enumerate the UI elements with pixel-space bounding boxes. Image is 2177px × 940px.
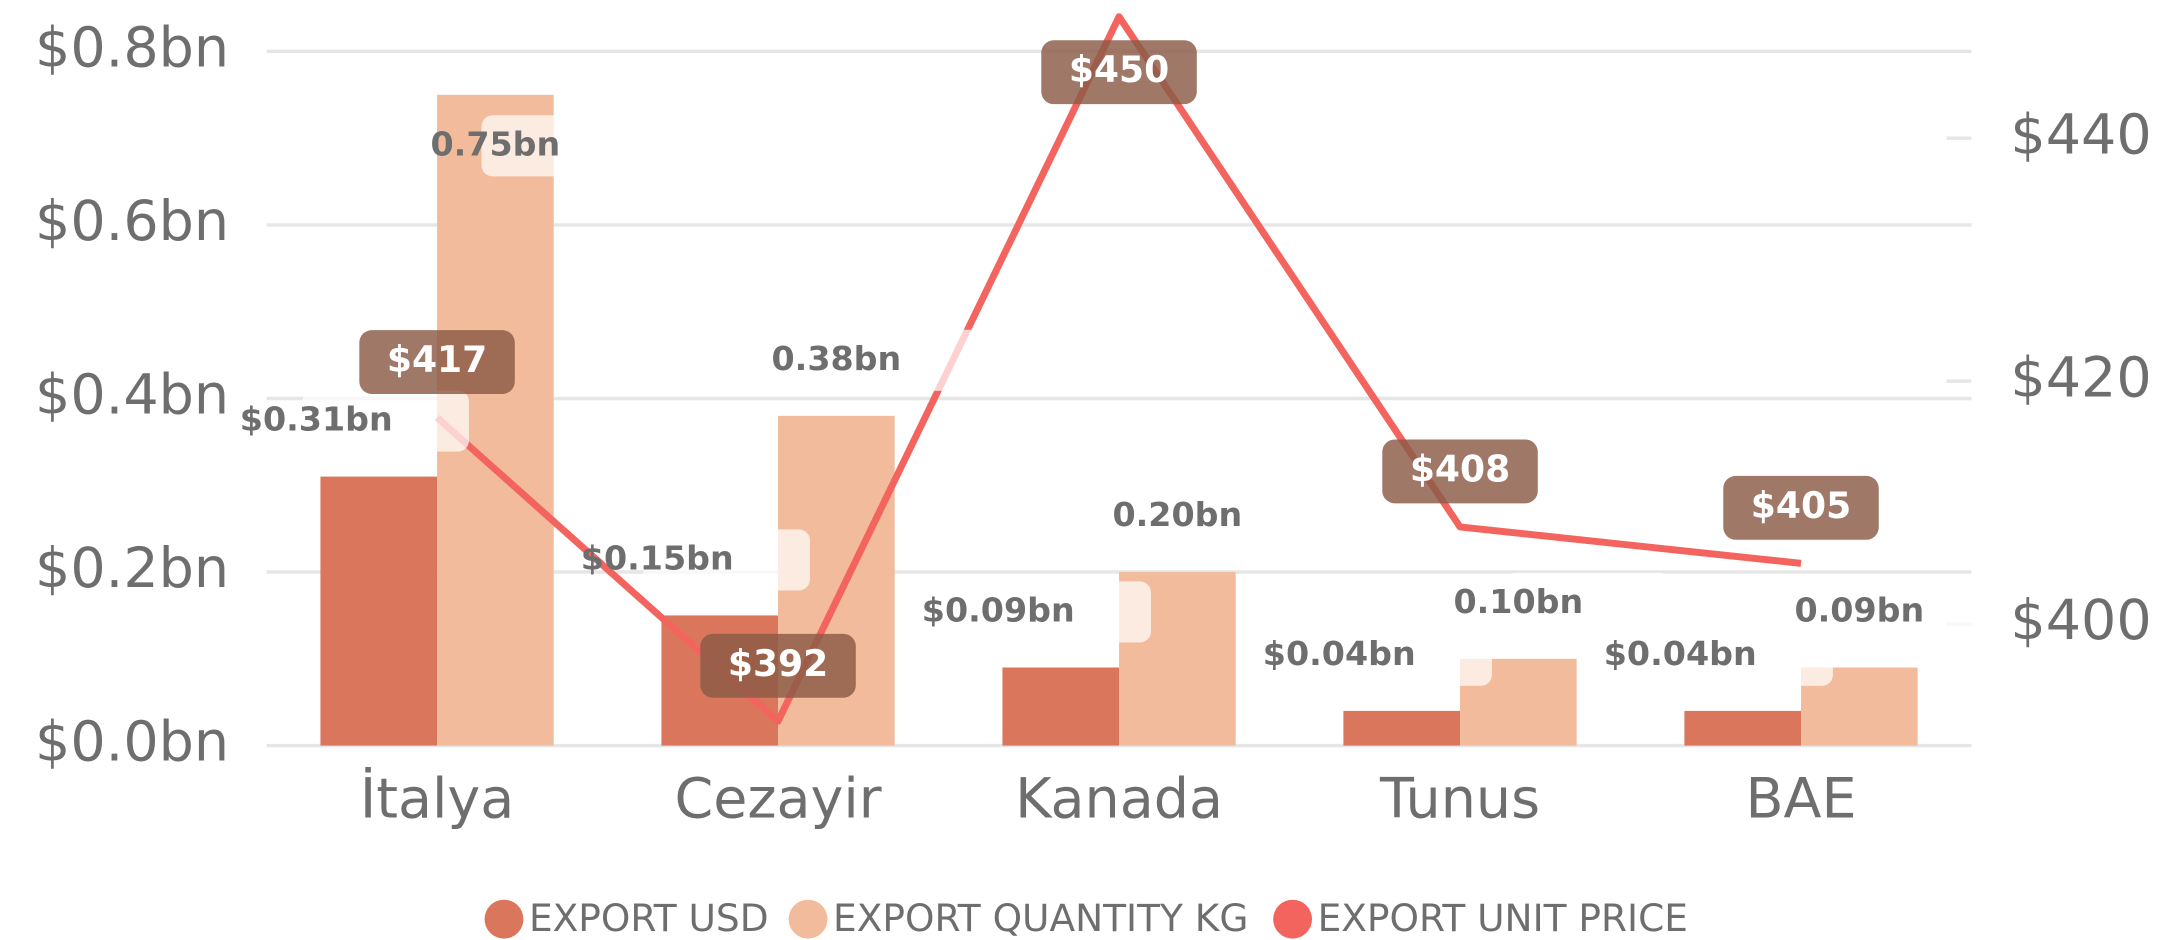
value-label-bg — [822, 329, 990, 391]
legend-marker — [484, 899, 524, 939]
value-label-bg — [302, 390, 469, 452]
value-label: 0.10bn — [1453, 582, 1583, 621]
bar — [320, 476, 438, 746]
value-label-bg — [984, 581, 1151, 643]
value-label-bg — [1325, 624, 1492, 686]
y-tick-label: $0.0bn — [35, 710, 229, 775]
value-label-bg — [481, 115, 649, 177]
bar — [1684, 710, 1802, 746]
price-label-bg — [1723, 475, 1879, 540]
legend-label: EXPORT UNIT PRICE — [1318, 896, 1688, 940]
x-tick-label: BAE — [1745, 767, 1856, 832]
value-label: 0.38bn — [771, 339, 901, 378]
price-label: $450 — [1069, 49, 1169, 91]
legend-label: EXPORT USD — [529, 896, 769, 940]
value-label: $0.09bn — [922, 590, 1075, 629]
value-label: $0.04bn — [1604, 634, 1757, 673]
bar — [1343, 710, 1461, 746]
value-label-bg — [1666, 624, 1833, 686]
price-label-bg — [1041, 40, 1197, 105]
x-tick-label: Cezayir — [674, 767, 881, 832]
value-label: 0.20bn — [1112, 495, 1242, 534]
price-label-bg — [700, 633, 856, 698]
value-label-bg — [643, 529, 810, 591]
y2-tick-label: $420 — [2010, 345, 2151, 410]
value-label: 0.75bn — [430, 124, 560, 163]
x-tick-label: Tunus — [1379, 767, 1540, 832]
price-label-bg — [1382, 439, 1538, 504]
y2-tick-label: $400 — [2010, 588, 2151, 653]
y2-tick-label: $440 — [2010, 102, 2151, 167]
value-label-bg — [1845, 581, 2013, 643]
line — [434, 13, 1802, 725]
y-tick-label: $0.4bn — [35, 363, 229, 428]
price-label: $417 — [387, 339, 487, 381]
price-label: $405 — [1751, 485, 1851, 527]
value-label: $0.15bn — [581, 538, 734, 577]
price-label-bg — [359, 330, 515, 394]
price-label: $408 — [1410, 448, 1510, 490]
value-label-bg — [1504, 572, 1672, 634]
legend-marker — [1273, 899, 1313, 939]
value-label: $0.04bn — [1263, 634, 1416, 673]
x-tick-label: Kanada — [1015, 767, 1223, 832]
value-label: $0.31bn — [240, 400, 393, 439]
bar — [1002, 667, 1120, 746]
value-label-bg — [1163, 485, 1331, 548]
y-tick-label: $0.6bn — [35, 189, 229, 254]
legend-marker — [788, 899, 828, 939]
value-label: 0.09bn — [1794, 590, 1924, 629]
x-tick-label: İtalya — [360, 767, 514, 832]
y-tick-label: $0.8bn — [35, 16, 229, 81]
y-tick-label: $0.2bn — [35, 536, 229, 601]
legend-label: EXPORT QUANTITY KG — [833, 896, 1248, 940]
price-label: $392 — [728, 643, 828, 685]
